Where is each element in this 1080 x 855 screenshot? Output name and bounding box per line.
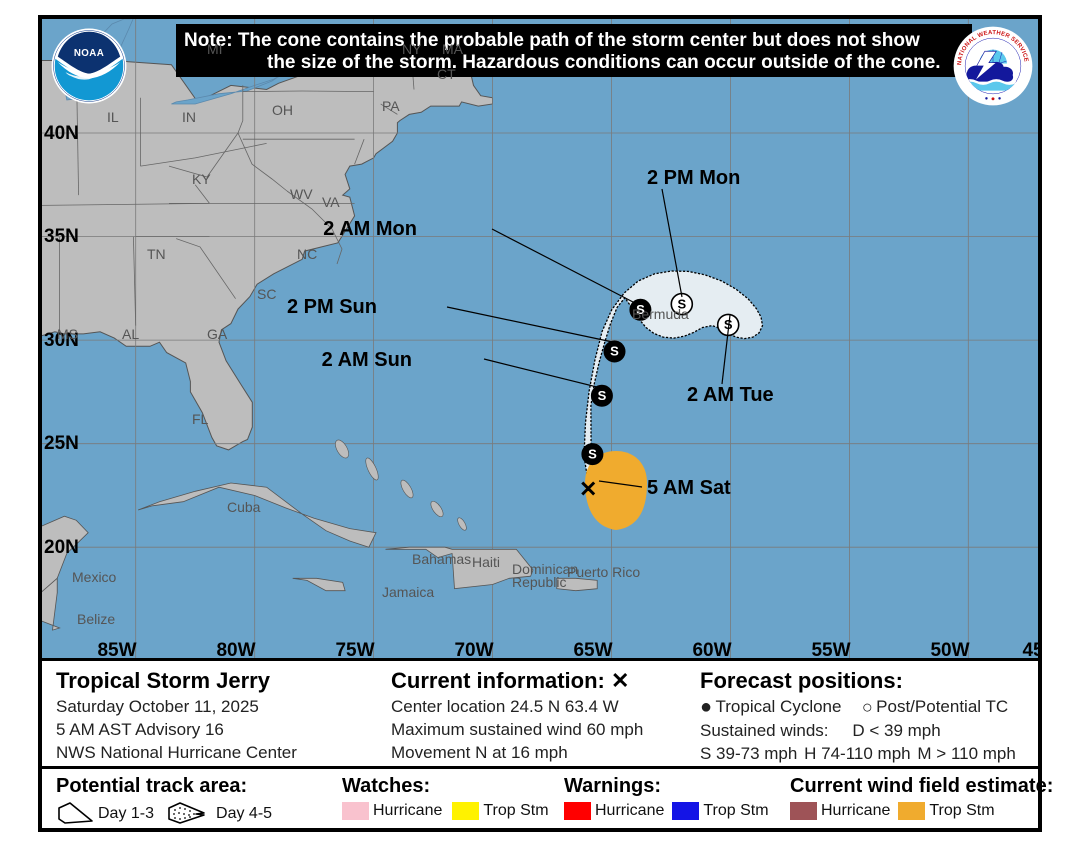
svg-text:CT: CT [437,66,456,82]
svg-text:TN: TN [147,246,166,262]
svg-text:2 AM Mon: 2 AM Mon [323,218,417,240]
svg-text:Bermuda: Bermuda [632,306,689,322]
svg-text:Bahamas: Bahamas [412,551,471,567]
svg-text:Puerto Rico: Puerto Rico [567,564,640,580]
svg-text:55W: 55W [811,640,850,658]
svg-text:45W: 45W [1022,640,1038,658]
svg-text:GA: GA [207,326,228,342]
svg-text:2 PM Mon: 2 PM Mon [647,167,740,189]
svg-text:SC: SC [257,286,276,302]
svg-text:60W: 60W [692,640,731,658]
svg-text:Republic: Republic [512,574,566,590]
svg-text:75W: 75W [335,640,374,658]
svg-text:80W: 80W [216,640,255,658]
svg-text:85W: 85W [97,640,136,658]
svg-text:MA: MA [442,41,464,57]
svg-text:IN: IN [182,109,196,125]
svg-text:Belize: Belize [77,611,115,627]
svg-text:Mexico: Mexico [72,569,117,585]
svg-text:Cuba: Cuba [227,499,261,515]
svg-text:AL: AL [122,326,139,342]
svg-text:20N: 20N [44,537,79,558]
svg-text:VA: VA [322,194,340,210]
svg-text:Haiti: Haiti [472,554,500,570]
svg-text:NY: NY [402,41,422,57]
svg-text:MI: MI [207,41,223,57]
svg-text:NOAA: NOAA [74,48,104,59]
svg-text:WV: WV [290,186,313,202]
svg-text:2 AM Tue: 2 AM Tue [687,384,774,406]
svg-text:50W: 50W [930,640,969,658]
svg-text:2 AM Sun: 2 AM Sun [322,349,412,371]
svg-text:65W: 65W [573,640,612,658]
svg-text:Jamaica: Jamaica [382,584,434,600]
svg-text:S: S [598,388,607,403]
svg-text:MS: MS [57,326,78,342]
svg-text:✕: ✕ [579,477,597,502]
svg-text:S: S [610,344,619,359]
svg-text:Note: The cone contains the pr: Note: The cone contains the probable pat… [184,30,920,51]
svg-text:5 AM Sat: 5 AM Sat [647,477,731,499]
svg-text:35N: 35N [44,226,79,247]
svg-text:the size of the storm. Hazardo: the size of the storm. Hazardous conditi… [267,52,941,73]
svg-text:FL: FL [192,411,209,427]
svg-text:PA: PA [382,98,400,114]
svg-text:25N: 25N [44,433,79,454]
svg-text:OH: OH [272,102,293,118]
svg-text:70W: 70W [454,640,493,658]
svg-text:40N: 40N [44,123,79,144]
svg-text:IL: IL [107,109,119,125]
svg-text:NC: NC [297,246,317,262]
svg-text:S: S [588,446,597,461]
svg-text:2 PM Sun: 2 PM Sun [287,296,377,318]
svg-text:KY: KY [192,171,211,187]
